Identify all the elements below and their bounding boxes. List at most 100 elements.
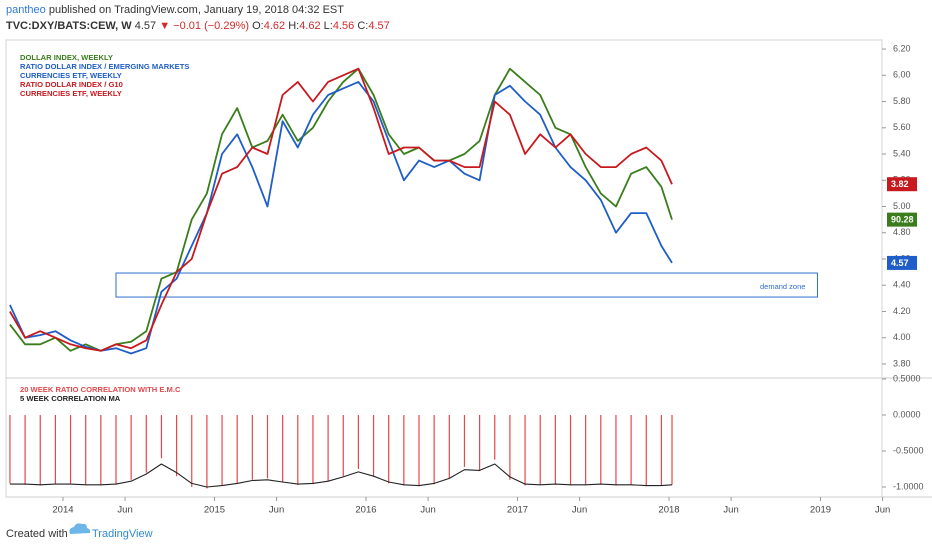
bar	[39, 415, 41, 486]
bar	[206, 415, 208, 489]
ohlc-key: L:	[323, 20, 333, 32]
bar	[24, 415, 26, 485]
y-tick-label: 4.20	[893, 306, 911, 316]
x-tick-label: Jun	[875, 505, 890, 516]
bar	[312, 415, 314, 485]
bar	[463, 415, 466, 467]
bar	[100, 415, 102, 486]
demand-zone	[115, 272, 818, 298]
bar	[388, 415, 390, 484]
legend-entry: DOLLAR INDEX, WEEKLY	[20, 53, 113, 62]
x-tick-label: Jun	[269, 505, 284, 516]
bar	[115, 415, 117, 485]
y-tick-label: 5.80	[893, 96, 911, 106]
publish-line: pantheo published on TradingView.com, Ja…	[6, 4, 344, 16]
ohlc-value: 4.57	[368, 20, 390, 32]
x-tick-label: 2016	[355, 505, 376, 516]
bar	[569, 415, 572, 486]
brand-logo	[69, 523, 91, 534]
x-tick-label: 2014	[52, 505, 73, 516]
bar	[357, 415, 359, 469]
x-tick-label: Jun	[117, 505, 132, 516]
bar	[433, 415, 435, 485]
price: 4.57	[134, 20, 157, 32]
series-line	[9, 67, 673, 352]
x-tick-label: Jun	[572, 505, 587, 516]
ohlc: O:4.62 H:4.62 L:4.56 C:4.57	[252, 20, 390, 32]
series-line	[9, 81, 673, 355]
published: published on TradingView.com, January 19…	[48, 4, 344, 16]
bar	[236, 415, 238, 484]
y-tick-label: 4.40	[893, 280, 911, 290]
bar	[554, 415, 556, 485]
bar	[175, 415, 178, 477]
x-tick-label: 2018	[658, 505, 679, 516]
bar	[145, 415, 147, 473]
zone-label: demand zone	[760, 282, 805, 291]
legend: 20 WEEK RATIO CORRELATION WITH E.M.C 5 WE…	[20, 385, 180, 403]
bar	[539, 415, 541, 485]
bar	[85, 415, 87, 485]
change: ▼ −0.01 (−0.29%)	[159, 20, 250, 32]
bar	[660, 415, 663, 486]
series-line	[9, 463, 673, 488]
bar	[372, 415, 375, 477]
ohlc-value: 4.62	[299, 20, 321, 32]
series-line	[9, 67, 673, 352]
symbol: TVC:DXY/BATS:CEW, W	[6, 20, 132, 32]
author[interactable]: pantheo	[6, 4, 46, 16]
legend-entry: 5 WEEK CORRELATION MA	[20, 394, 121, 403]
y-tick-label: -0.5000	[893, 445, 924, 455]
y-tick-label: -1.0000	[893, 481, 924, 491]
ohlc-key: C:	[357, 20, 369, 32]
bar	[403, 415, 405, 486]
bar	[251, 415, 253, 480]
bar	[524, 415, 526, 486]
bar	[160, 415, 163, 459]
bar	[509, 415, 511, 480]
ohlc-key: H:	[288, 20, 300, 32]
y-tick-label: 5.60	[893, 122, 911, 132]
y-tick-label: 4.80	[893, 227, 911, 237]
price-badge	[887, 212, 917, 227]
bar	[494, 415, 496, 460]
bar	[327, 415, 329, 482]
y-tick-label: 5.40	[893, 148, 911, 158]
price-badge-label: 90.28	[891, 215, 914, 225]
legend: DOLLAR INDEX, WEEKLY RATIO DOLLAR INDEX /…	[20, 53, 202, 98]
bar	[418, 415, 420, 487]
pane-border	[5, 39, 883, 498]
bar	[266, 415, 269, 479]
bar	[221, 415, 223, 486]
ohlc-value: 4.56	[332, 20, 355, 32]
y-tick-label: 3.80	[893, 358, 911, 368]
price-badge	[887, 255, 917, 270]
ohlc-value: 4.62	[263, 20, 286, 32]
ohlc-key: O:	[252, 20, 264, 32]
y-tick-label: 4.00	[893, 332, 911, 342]
y-tick-label: 6.20	[893, 43, 911, 53]
bar	[645, 415, 647, 487]
x-tick-label: Jun	[420, 505, 435, 516]
bar	[342, 415, 344, 477]
legend-entry: 20 WEEK RATIO CORRELATION WITH E.M.C	[20, 385, 181, 394]
bar	[191, 415, 193, 487]
x-tick-label: Jun	[723, 505, 738, 516]
legend-entry: RATIO DOLLAR INDEX / G10 CURRENCIES ETF,…	[20, 80, 123, 98]
price-badge	[887, 177, 917, 192]
bar	[479, 415, 481, 472]
bar	[615, 415, 617, 486]
price-badge-label: 4.57	[891, 258, 909, 268]
bar	[585, 415, 587, 485]
legend-entry: RATIO DOLLAR INDEX / EMERGING MARKETS CU…	[20, 62, 190, 80]
bar	[630, 415, 632, 485]
bar	[54, 415, 56, 485]
brand[interactable]: TradingView	[92, 528, 153, 540]
symbol-line: TVC:DXY/BATS:CEW, W 4.57 ▼ −0.01 (−0.29%…	[6, 20, 390, 32]
bar	[69, 415, 72, 484]
bar	[448, 415, 450, 479]
bar	[282, 415, 284, 482]
x-tick-label: 2019	[810, 505, 831, 516]
